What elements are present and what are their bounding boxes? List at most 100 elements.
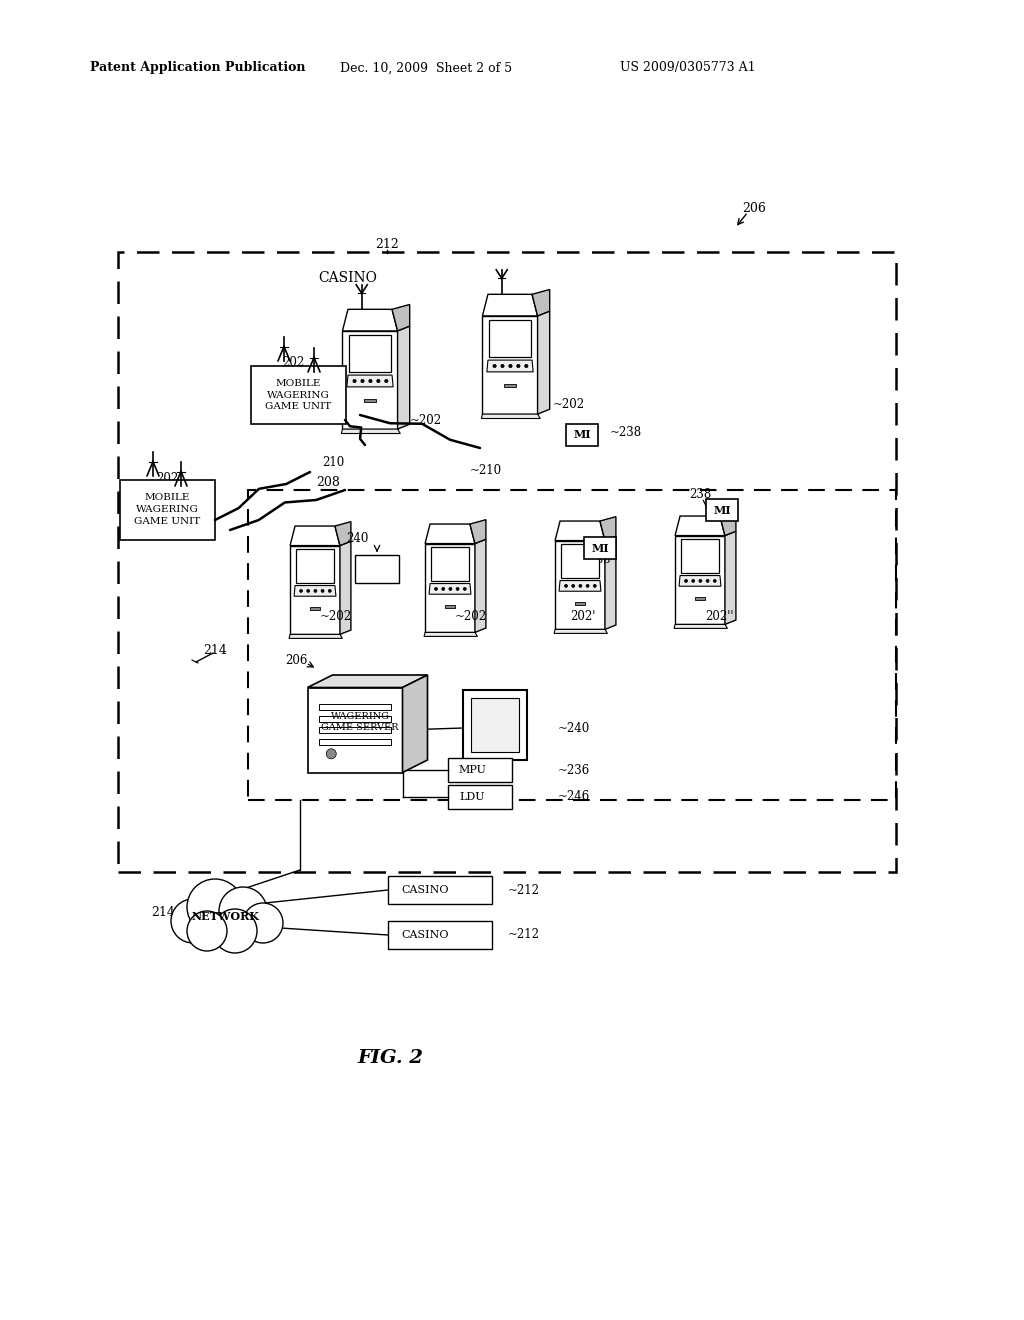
Text: ~212: ~212 (508, 928, 540, 941)
Text: 202: 202 (156, 471, 178, 484)
Polygon shape (482, 294, 538, 315)
Polygon shape (341, 429, 400, 433)
Text: ~210: ~210 (470, 463, 502, 477)
Text: 214: 214 (152, 907, 175, 920)
Bar (471, 698, 519, 752)
Circle shape (314, 590, 316, 593)
Text: ~202: ~202 (319, 610, 352, 623)
Polygon shape (290, 545, 340, 635)
Text: 208: 208 (316, 475, 340, 488)
Circle shape (377, 379, 380, 383)
Circle shape (449, 587, 452, 590)
Circle shape (517, 364, 520, 368)
Circle shape (684, 579, 687, 582)
Text: ~202: ~202 (553, 399, 585, 412)
Polygon shape (725, 531, 736, 624)
Circle shape (707, 579, 709, 582)
Bar (365, 399, 376, 401)
Circle shape (307, 590, 309, 593)
Polygon shape (307, 688, 402, 772)
Bar (388, 921, 492, 949)
Circle shape (322, 590, 324, 593)
Bar (349, 335, 391, 372)
Bar (251, 366, 345, 424)
Bar (296, 549, 334, 583)
Circle shape (692, 579, 694, 582)
Text: 214: 214 (203, 644, 227, 656)
Text: 238: 238 (689, 487, 711, 500)
Bar (489, 319, 530, 358)
Bar (566, 424, 598, 446)
Circle shape (300, 590, 302, 593)
Text: 206: 206 (742, 202, 766, 215)
Bar (120, 480, 214, 540)
Polygon shape (340, 541, 351, 635)
Bar (695, 597, 705, 599)
Polygon shape (482, 315, 538, 414)
Polygon shape (486, 360, 534, 372)
Text: MI: MI (591, 543, 609, 553)
Bar (318, 739, 391, 746)
Polygon shape (289, 635, 342, 639)
Text: 202'': 202'' (705, 610, 733, 623)
Bar (310, 607, 319, 610)
Text: Patent Application Publication: Patent Application Publication (90, 62, 305, 74)
Polygon shape (425, 524, 475, 544)
Circle shape (360, 379, 365, 383)
Bar (681, 539, 719, 573)
Text: CASINO: CASINO (401, 931, 449, 940)
Text: GAME UNIT: GAME UNIT (265, 403, 331, 411)
Bar (445, 605, 455, 607)
Polygon shape (600, 516, 615, 541)
Polygon shape (342, 309, 397, 331)
Polygon shape (674, 624, 727, 628)
Text: ~246: ~246 (558, 791, 590, 804)
Circle shape (434, 587, 437, 590)
Polygon shape (470, 520, 486, 544)
Circle shape (509, 364, 512, 368)
Polygon shape (675, 516, 725, 536)
Polygon shape (342, 331, 397, 429)
Bar (575, 602, 585, 605)
Bar (248, 490, 896, 800)
Polygon shape (307, 675, 427, 688)
Bar (318, 727, 391, 734)
Bar (431, 548, 469, 581)
Text: WAGERING: WAGERING (266, 391, 330, 400)
Circle shape (327, 748, 336, 759)
Polygon shape (554, 630, 607, 634)
Text: ~212: ~212 (508, 883, 540, 896)
Polygon shape (290, 527, 340, 545)
Bar (449, 785, 512, 809)
Text: MI: MI (573, 429, 591, 441)
Circle shape (219, 887, 267, 935)
Circle shape (187, 879, 243, 935)
Text: ~240: ~240 (558, 722, 590, 734)
Text: 206: 206 (285, 653, 307, 667)
Polygon shape (425, 544, 475, 632)
Bar (449, 758, 512, 781)
Circle shape (213, 909, 257, 953)
Bar (706, 499, 738, 521)
Text: MOBILE: MOBILE (275, 379, 321, 388)
Polygon shape (555, 541, 605, 630)
Polygon shape (392, 305, 410, 331)
Polygon shape (424, 632, 477, 636)
Text: 202: 202 (282, 355, 304, 368)
Polygon shape (559, 581, 601, 591)
Text: 202': 202' (570, 610, 595, 623)
Circle shape (501, 364, 504, 368)
Circle shape (187, 911, 227, 950)
Text: CASINO: CASINO (318, 271, 378, 285)
Text: 238: 238 (590, 554, 610, 565)
Text: FIG. 2: FIG. 2 (357, 1049, 423, 1067)
Circle shape (579, 585, 582, 587)
Circle shape (441, 587, 444, 590)
Polygon shape (402, 675, 427, 772)
Polygon shape (481, 414, 541, 418)
Text: WAGERING: WAGERING (135, 506, 199, 515)
Circle shape (524, 364, 528, 368)
Polygon shape (397, 326, 410, 429)
Circle shape (369, 379, 372, 383)
Polygon shape (294, 586, 336, 597)
